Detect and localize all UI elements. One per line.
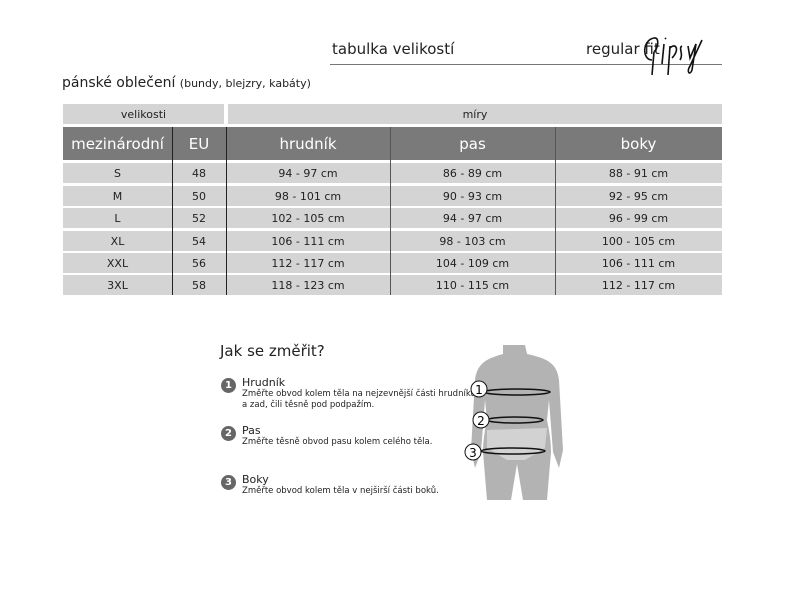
column-divider bbox=[390, 127, 391, 295]
table-cell: 94 - 97 cm bbox=[390, 208, 555, 228]
table-cell: 112 - 117 cm bbox=[226, 253, 390, 273]
table-cell: 50 bbox=[172, 186, 226, 206]
category: pánské oblečení bbox=[62, 75, 176, 91]
column-divider bbox=[226, 127, 227, 295]
table-cell: XXL bbox=[63, 253, 172, 273]
number-badge: 1 bbox=[221, 378, 236, 393]
table-cell: 102 - 105 cm bbox=[226, 208, 390, 228]
table-cell: L bbox=[63, 208, 172, 228]
table-cell: 52 bbox=[172, 208, 226, 228]
gipsy-logo bbox=[643, 37, 703, 76]
table-cell: 118 - 123 cm bbox=[226, 275, 390, 295]
column-header: hrudník bbox=[226, 127, 390, 160]
column-header: pas bbox=[390, 127, 555, 160]
table-cell: 98 - 101 cm bbox=[226, 186, 390, 206]
table-cell: 96 - 99 cm bbox=[555, 208, 722, 228]
figure-label-1: 1 bbox=[475, 383, 483, 397]
table-cell: 98 - 103 cm bbox=[390, 231, 555, 251]
category-detail: (bundy, blejzry, kabáty) bbox=[179, 77, 311, 90]
table-cell: 56 bbox=[172, 253, 226, 273]
header-divider bbox=[330, 64, 722, 65]
table-cell: 90 - 93 cm bbox=[390, 186, 555, 206]
table-cell: 106 - 111 cm bbox=[226, 231, 390, 251]
table-cell: 58 bbox=[172, 275, 226, 295]
number-badge: 3 bbox=[221, 475, 236, 490]
table-cell: 88 - 91 cm bbox=[555, 163, 722, 183]
table-cell: 86 - 89 cm bbox=[390, 163, 555, 183]
group-header-sizes: velikosti bbox=[63, 104, 224, 124]
column-divider bbox=[172, 127, 173, 295]
item-title: Pas bbox=[242, 424, 261, 437]
body-figure: 1 2 3 bbox=[464, 345, 563, 500]
item-title: Boky bbox=[242, 473, 269, 486]
figure-label-2: 2 bbox=[477, 414, 485, 428]
table-cell: 94 - 97 cm bbox=[226, 163, 390, 183]
fit-label: regular fit bbox=[586, 40, 660, 58]
table-cell: 92 - 95 cm bbox=[555, 186, 722, 206]
table-cell: 3XL bbox=[63, 275, 172, 295]
item-title: Hrudník bbox=[242, 376, 286, 389]
item-desc: Změřte těsně obvod pasu kolem celého těl… bbox=[242, 437, 433, 447]
figure-label-3: 3 bbox=[469, 446, 477, 460]
table-cell: 104 - 109 cm bbox=[390, 253, 555, 273]
item-desc: Změřte obvod kolem těla v nejširší části… bbox=[242, 486, 439, 496]
column-divider bbox=[555, 127, 556, 295]
column-header: boky bbox=[555, 127, 722, 160]
column-header: mezinárodní bbox=[63, 127, 172, 160]
number-badge: 2 bbox=[221, 426, 236, 441]
table-cell: S bbox=[63, 163, 172, 183]
table-cell: 54 bbox=[172, 231, 226, 251]
table-cell: 100 - 105 cm bbox=[555, 231, 722, 251]
column-header: EU bbox=[172, 127, 226, 160]
subtitle: pánské oblečení (bundy, blejzry, kabáty) bbox=[62, 75, 311, 91]
table-cell: M bbox=[63, 186, 172, 206]
chart-title: tabulka velikostí bbox=[332, 40, 455, 58]
howto-title: Jak se změřit? bbox=[220, 342, 325, 360]
group-header-measures: míry bbox=[228, 104, 722, 124]
table-cell: 112 - 117 cm bbox=[555, 275, 722, 295]
table-cell: 110 - 115 cm bbox=[390, 275, 555, 295]
table-cell: 48 bbox=[172, 163, 226, 183]
table-cell: 106 - 111 cm bbox=[555, 253, 722, 273]
item-desc: Změřte obvod kolem těla na nejzevnější č… bbox=[242, 389, 476, 410]
table-cell: XL bbox=[63, 231, 172, 251]
